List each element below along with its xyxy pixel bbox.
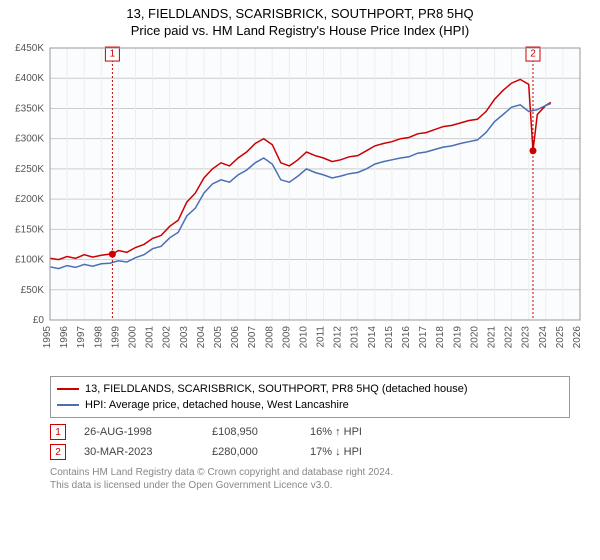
event-price: £280,000 bbox=[212, 446, 292, 458]
svg-text:1999: 1999 bbox=[110, 326, 121, 349]
chart-titles: 13, FIELDLANDS, SCARISBRICK, SOUTHPORT, … bbox=[0, 0, 600, 40]
svg-text:1997: 1997 bbox=[76, 326, 87, 349]
svg-text:2012: 2012 bbox=[333, 326, 344, 349]
svg-text:2017: 2017 bbox=[418, 326, 429, 349]
event-row: 1 26-AUG-1998 £108,950 16% ↑ HPI bbox=[50, 422, 570, 442]
legend-item: HPI: Average price, detached house, West… bbox=[57, 397, 563, 413]
event-list: 1 26-AUG-1998 £108,950 16% ↑ HPI 2 30-MA… bbox=[50, 422, 570, 462]
event-badge: 2 bbox=[50, 444, 66, 460]
svg-text:1996: 1996 bbox=[59, 326, 70, 349]
svg-text:2022: 2022 bbox=[504, 326, 515, 349]
footer: Contains HM Land Registry data © Crown c… bbox=[50, 466, 570, 492]
svg-text:£400K: £400K bbox=[15, 73, 44, 84]
svg-text:£200K: £200K bbox=[15, 194, 44, 205]
svg-text:£450K: £450K bbox=[15, 43, 44, 54]
svg-text:2006: 2006 bbox=[230, 326, 241, 349]
svg-text:2: 2 bbox=[530, 49, 536, 60]
event-date: 30-MAR-2023 bbox=[84, 446, 194, 458]
legend-label: 13, FIELDLANDS, SCARISBRICK, SOUTHPORT, … bbox=[85, 383, 468, 395]
svg-text:2002: 2002 bbox=[162, 326, 173, 349]
footer-line: This data is licensed under the Open Gov… bbox=[50, 479, 570, 492]
svg-text:2008: 2008 bbox=[264, 326, 275, 349]
footer-line: Contains HM Land Registry data © Crown c… bbox=[50, 466, 570, 479]
legend-item: 13, FIELDLANDS, SCARISBRICK, SOUTHPORT, … bbox=[57, 381, 563, 397]
svg-text:£0: £0 bbox=[33, 315, 45, 326]
svg-text:2011: 2011 bbox=[316, 326, 327, 348]
svg-text:£250K: £250K bbox=[15, 164, 44, 175]
svg-text:1995: 1995 bbox=[42, 326, 53, 349]
chart-plot: £0 £50K £100K £150K £200K £250K £300K £350K £400… bbox=[0, 40, 600, 370]
svg-text:£50K: £50K bbox=[21, 285, 45, 296]
svg-text:2021: 2021 bbox=[487, 326, 498, 349]
svg-text:£350K: £350K bbox=[15, 103, 44, 114]
legend-swatch bbox=[57, 404, 79, 406]
svg-text:2009: 2009 bbox=[281, 326, 292, 349]
chart-title: 13, FIELDLANDS, SCARISBRICK, SOUTHPORT, … bbox=[0, 6, 600, 21]
legend: 13, FIELDLANDS, SCARISBRICK, SOUTHPORT, … bbox=[50, 376, 570, 418]
svg-text:2023: 2023 bbox=[521, 326, 532, 349]
svg-text:2004: 2004 bbox=[196, 326, 207, 349]
svg-text:£100K: £100K bbox=[15, 255, 44, 266]
event-badge: 1 bbox=[50, 424, 66, 440]
chart-container: 13, FIELDLANDS, SCARISBRICK, SOUTHPORT, … bbox=[0, 0, 600, 492]
svg-text:2016: 2016 bbox=[401, 326, 412, 349]
svg-text:2003: 2003 bbox=[179, 326, 190, 349]
event-date: 26-AUG-1998 bbox=[84, 426, 194, 438]
svg-text:1998: 1998 bbox=[93, 326, 104, 349]
svg-text:2018: 2018 bbox=[435, 326, 446, 349]
svg-text:2007: 2007 bbox=[247, 326, 258, 349]
chart-svg: £0 £50K £100K £150K £200K £250K £300K £350K £400… bbox=[0, 40, 600, 370]
svg-text:2019: 2019 bbox=[452, 326, 463, 349]
event-price: £108,950 bbox=[212, 426, 292, 438]
svg-text:2010: 2010 bbox=[298, 326, 309, 349]
svg-text:£300K: £300K bbox=[15, 134, 44, 145]
svg-text:1: 1 bbox=[110, 49, 116, 60]
legend-label: HPI: Average price, detached house, West… bbox=[85, 399, 349, 411]
svg-text:2025: 2025 bbox=[555, 326, 566, 349]
chart-subtitle: Price paid vs. HM Land Registry's House … bbox=[0, 23, 600, 38]
svg-text:2026: 2026 bbox=[572, 326, 583, 349]
svg-text:2014: 2014 bbox=[367, 326, 378, 349]
svg-text:2001: 2001 bbox=[145, 326, 156, 349]
event-delta: 16% ↑ HPI bbox=[310, 426, 362, 438]
event-delta: 17% ↓ HPI bbox=[310, 446, 362, 458]
svg-text:£150K: £150K bbox=[15, 224, 44, 235]
svg-text:2015: 2015 bbox=[384, 326, 395, 349]
svg-text:2005: 2005 bbox=[213, 326, 224, 349]
svg-text:2024: 2024 bbox=[538, 326, 549, 349]
svg-text:2020: 2020 bbox=[469, 326, 480, 349]
svg-text:2000: 2000 bbox=[127, 326, 138, 349]
svg-text:2013: 2013 bbox=[350, 326, 361, 349]
event-row: 2 30-MAR-2023 £280,000 17% ↓ HPI bbox=[50, 442, 570, 462]
legend-swatch bbox=[57, 388, 79, 390]
